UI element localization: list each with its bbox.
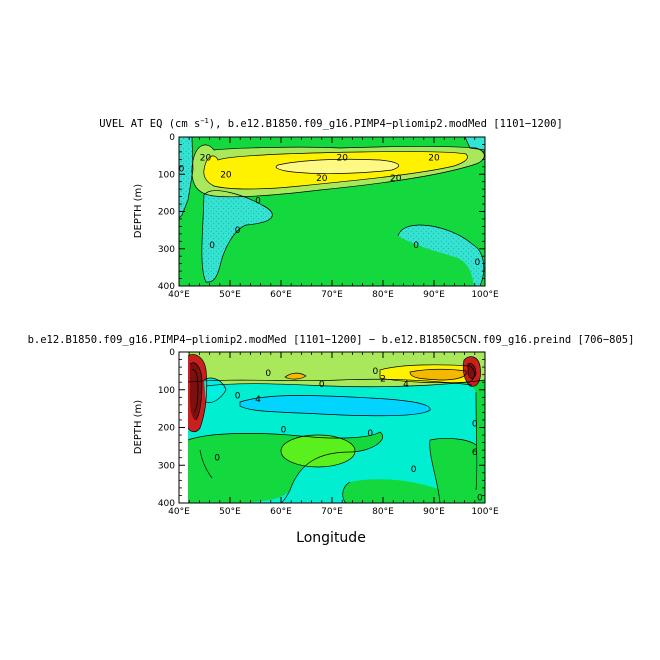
bottom-contour-labels: 0 0 0 4 0 0 0 0 0 6 0 0 4 2 <box>214 367 483 503</box>
contour-label: 0 <box>281 425 287 435</box>
x-tick-label: 40°E <box>168 507 190 517</box>
contour-label: 0 <box>319 380 325 390</box>
bottom-y-axis-label: DEPTH (m) <box>133 400 144 454</box>
y-tick-label: 300 <box>158 461 175 471</box>
contour-label: 0 <box>372 367 378 377</box>
y-tick-label: 0 <box>169 348 175 358</box>
x-tick-label: 90°E <box>423 290 445 300</box>
x-tick-label: 90°E <box>423 507 445 517</box>
top-panel-field <box>179 137 485 286</box>
y-tick-label: 400 <box>158 282 175 292</box>
y-tick-label: 400 <box>158 499 175 509</box>
contour-label: 0 <box>214 454 220 464</box>
contour-label: 0 <box>477 493 483 503</box>
y-tick-label: 200 <box>158 208 175 218</box>
contour-label: 0 <box>413 241 419 251</box>
x-tick-label: 80°E <box>372 507 394 517</box>
contour-label: 20 <box>316 174 328 184</box>
y-tick-label: 200 <box>158 424 175 434</box>
contour-label: 0 <box>179 165 185 175</box>
contour-label: 0 <box>474 258 480 268</box>
contour-label: 0 <box>367 429 373 439</box>
x-tick-label: 100°E <box>471 290 499 300</box>
contour-label: 6 <box>472 448 478 458</box>
contour-label: 20 <box>390 174 402 184</box>
contour-label: 0 <box>411 465 417 475</box>
bottom-southeast-positive <box>429 438 476 503</box>
x-tick-label: 60°E <box>270 507 292 517</box>
x-tick-label: 50°E <box>219 290 241 300</box>
contour-label: 0 <box>255 196 261 206</box>
bottom-strong-negative-core <box>240 395 431 416</box>
contour-label: 2 <box>380 374 386 384</box>
contour-label: 0 <box>235 226 241 236</box>
bottom-panel-field <box>179 352 485 503</box>
bottom-x-axis-label: Longitude <box>296 530 366 546</box>
y-tick-label: 0 <box>169 133 175 143</box>
contour-label: 0 <box>265 369 271 379</box>
bottom-panel-title: b.e12.B1850.f09_g16.PIMP4−pliomip2.modMe… <box>28 334 635 346</box>
top-y-axis-label: DEPTH (m) <box>133 184 144 238</box>
x-tick-label: 50°E <box>219 507 241 517</box>
contour-label: 20 <box>200 153 212 163</box>
x-tick-label: 80°E <box>372 290 394 300</box>
contour-label: 0 <box>472 420 478 430</box>
contour-label: 4 <box>403 380 409 390</box>
x-tick-label: 100°E <box>471 507 499 517</box>
x-tick-label: 60°E <box>270 290 292 300</box>
bottom-positive-oval <box>281 435 355 467</box>
x-tick-label: 70°E <box>321 290 343 300</box>
y-tick-label: 100 <box>158 170 175 180</box>
x-tick-label: 70°E <box>321 507 343 517</box>
y-tick-label: 300 <box>158 245 175 255</box>
bottom-ticks: 40°E 50°E 60°E 70°E 80°E 90°E 100°E01002003004… <box>158 348 499 517</box>
contour-label: 4 <box>255 395 261 405</box>
contour-label: 0 <box>209 241 215 251</box>
top-ticks: 40°E 50°E 60°E 70°E 80°E 90°E 100°E01002003004… <box>158 133 499 300</box>
contour-label: 20 <box>220 170 232 180</box>
y-tick-label: 100 <box>158 386 175 396</box>
top-panel-title: UVEL AT EQ (cm s−1), b.e12.B1850.f09_g16… <box>99 117 563 130</box>
contour-label: 20 <box>336 153 348 163</box>
x-tick-label: 40°E <box>168 290 190 300</box>
bottom-east-jet-core <box>410 369 467 380</box>
top-contour-labels: 20 20 20 20 20 20 0 0 0 0 0 0 <box>179 153 481 268</box>
top-right-negative-region <box>465 137 485 150</box>
contour-label: 0 <box>235 391 241 401</box>
contour-label: 20 <box>428 153 440 163</box>
top-jet-max <box>276 159 399 174</box>
